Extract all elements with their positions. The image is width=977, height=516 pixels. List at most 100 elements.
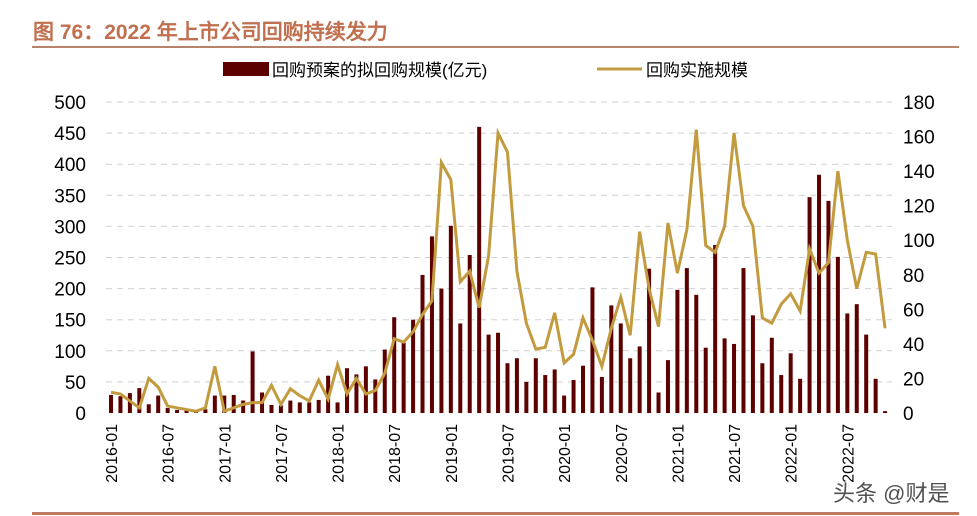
bar-2022-10 xyxy=(873,378,878,413)
bar-2019-03 xyxy=(467,255,472,413)
bar-2017-07 xyxy=(278,405,283,413)
bar-2022-11 xyxy=(883,411,888,413)
bar-2018-08 xyxy=(401,342,406,413)
bar-2016-02 xyxy=(118,396,123,413)
x-tick-label: 2022-01 xyxy=(784,424,801,483)
x-tick-label: 2022-07 xyxy=(840,424,857,483)
bar-2016-04 xyxy=(137,388,142,413)
x-tick-label: 2016-01 xyxy=(104,424,121,483)
bar-2019-08 xyxy=(514,358,519,413)
bar-2020-04 xyxy=(590,287,595,413)
bar-2020-01 xyxy=(562,395,567,413)
bar-2020-06 xyxy=(609,305,614,413)
x-tick-label: 2016-07 xyxy=(161,424,178,483)
bar-2017-06 xyxy=(269,404,274,413)
bar-2016-05 xyxy=(146,404,151,413)
left-tick-label: 450 xyxy=(54,124,86,145)
bar-2021-06 xyxy=(722,338,727,413)
left-tick-label: 200 xyxy=(54,280,86,301)
x-tick-label: 2019-01 xyxy=(444,424,461,483)
left-tick-label: 150 xyxy=(54,311,86,332)
right-tick-label: 160 xyxy=(903,128,935,149)
bar-2020-08 xyxy=(628,358,633,413)
x-tick-label: 2018-01 xyxy=(331,424,348,483)
left-axis: 0 50 100 150 200 250 300 350 400 450 500 xyxy=(54,93,86,425)
left-tick-label: 250 xyxy=(54,249,86,270)
bar-2017-02 xyxy=(231,394,236,413)
bar-2017-11 xyxy=(316,399,321,413)
bar-2021-08 xyxy=(741,268,746,413)
bar-2020-09 xyxy=(637,346,642,413)
bar-2022-02 xyxy=(798,378,803,413)
bar-2019-04 xyxy=(477,126,482,413)
bar-2018-07 xyxy=(392,317,397,413)
bar-2020-05 xyxy=(599,376,604,413)
bar-2016-09 xyxy=(184,410,189,413)
bar-2020-11 xyxy=(656,392,661,413)
left-tick-label: 50 xyxy=(65,373,86,394)
bar-2021-09 xyxy=(750,315,755,413)
legend-line-label: 回购实施规模 xyxy=(646,61,748,80)
bar-2016-01 xyxy=(109,394,113,413)
chart-title: 图 76：2022 年上市公司回购持续发力 xyxy=(33,21,388,44)
bar-2019-12 xyxy=(552,369,557,413)
bar-2020-07 xyxy=(618,323,623,413)
bar-2018-03 xyxy=(354,374,359,413)
bar-2022-07 xyxy=(845,313,850,413)
right-tick-label: 40 xyxy=(903,335,924,356)
bar-2016-08 xyxy=(175,409,180,413)
bottom-divider xyxy=(32,512,959,515)
bar-2021-11 xyxy=(769,337,774,413)
bar-2016-12 xyxy=(212,395,217,413)
bar-2022-01 xyxy=(788,353,793,413)
left-tick-label: 100 xyxy=(54,342,86,363)
bar-2021-10 xyxy=(760,363,765,413)
right-tick-label: 120 xyxy=(903,197,935,218)
bar-2021-12 xyxy=(779,375,784,413)
x-tick-label: 2021-07 xyxy=(727,424,744,483)
bar-2019-11 xyxy=(543,375,548,413)
bar-2018-01 xyxy=(335,402,340,413)
bar-2018-04 xyxy=(363,366,368,413)
title-divider xyxy=(32,46,959,48)
left-tick-label: 300 xyxy=(54,217,86,238)
bar-2016-11 xyxy=(203,409,208,413)
right-tick-label: 140 xyxy=(903,162,935,183)
x-axis: 2016-01 2016-07 2017-01 2017-07 2018-01 2018-… xyxy=(104,424,857,483)
bar-2019-02 xyxy=(458,323,463,413)
left-tick-label: 500 xyxy=(54,93,86,114)
bar-2017-04 xyxy=(250,351,255,413)
bar-2022-04 xyxy=(817,174,821,413)
bar-2018-10 xyxy=(420,274,425,413)
bar-2021-05 xyxy=(713,245,718,413)
x-tick-label: 2017-01 xyxy=(217,424,234,483)
right-tick-label: 60 xyxy=(903,300,924,321)
bar-2019-10 xyxy=(533,358,538,413)
legend-bar-label: 回购预案的拟回购规模(亿元) xyxy=(272,61,487,80)
right-tick-label: 180 xyxy=(903,93,935,114)
bar-2020-02 xyxy=(571,380,576,413)
x-tick-label: 2017-07 xyxy=(274,424,291,483)
line-series xyxy=(110,127,887,414)
x-tick-label: 2019-07 xyxy=(500,424,517,483)
bar-2018-11 xyxy=(429,236,434,413)
bar-2021-04 xyxy=(703,347,708,413)
bar-series xyxy=(109,126,888,413)
bar-2018-06 xyxy=(382,349,387,413)
bar-2019-09 xyxy=(524,381,529,413)
bar-2016-06 xyxy=(156,395,161,413)
bar-2017-09 xyxy=(297,402,302,413)
left-tick-label: 400 xyxy=(54,155,86,176)
bar-2019-05 xyxy=(486,334,491,413)
bar-2017-08 xyxy=(288,400,293,413)
bar-2018-05 xyxy=(373,379,378,413)
bar-2021-02 xyxy=(684,268,689,413)
bar-2022-09 xyxy=(864,334,869,413)
x-tick-label: 2021-01 xyxy=(670,424,687,483)
bar-2018-12 xyxy=(439,288,444,413)
bar-2022-08 xyxy=(854,304,859,413)
bar-2018-09 xyxy=(411,319,416,413)
x-tick-label: 2020-07 xyxy=(614,424,631,483)
bar-2017-03 xyxy=(241,400,246,413)
